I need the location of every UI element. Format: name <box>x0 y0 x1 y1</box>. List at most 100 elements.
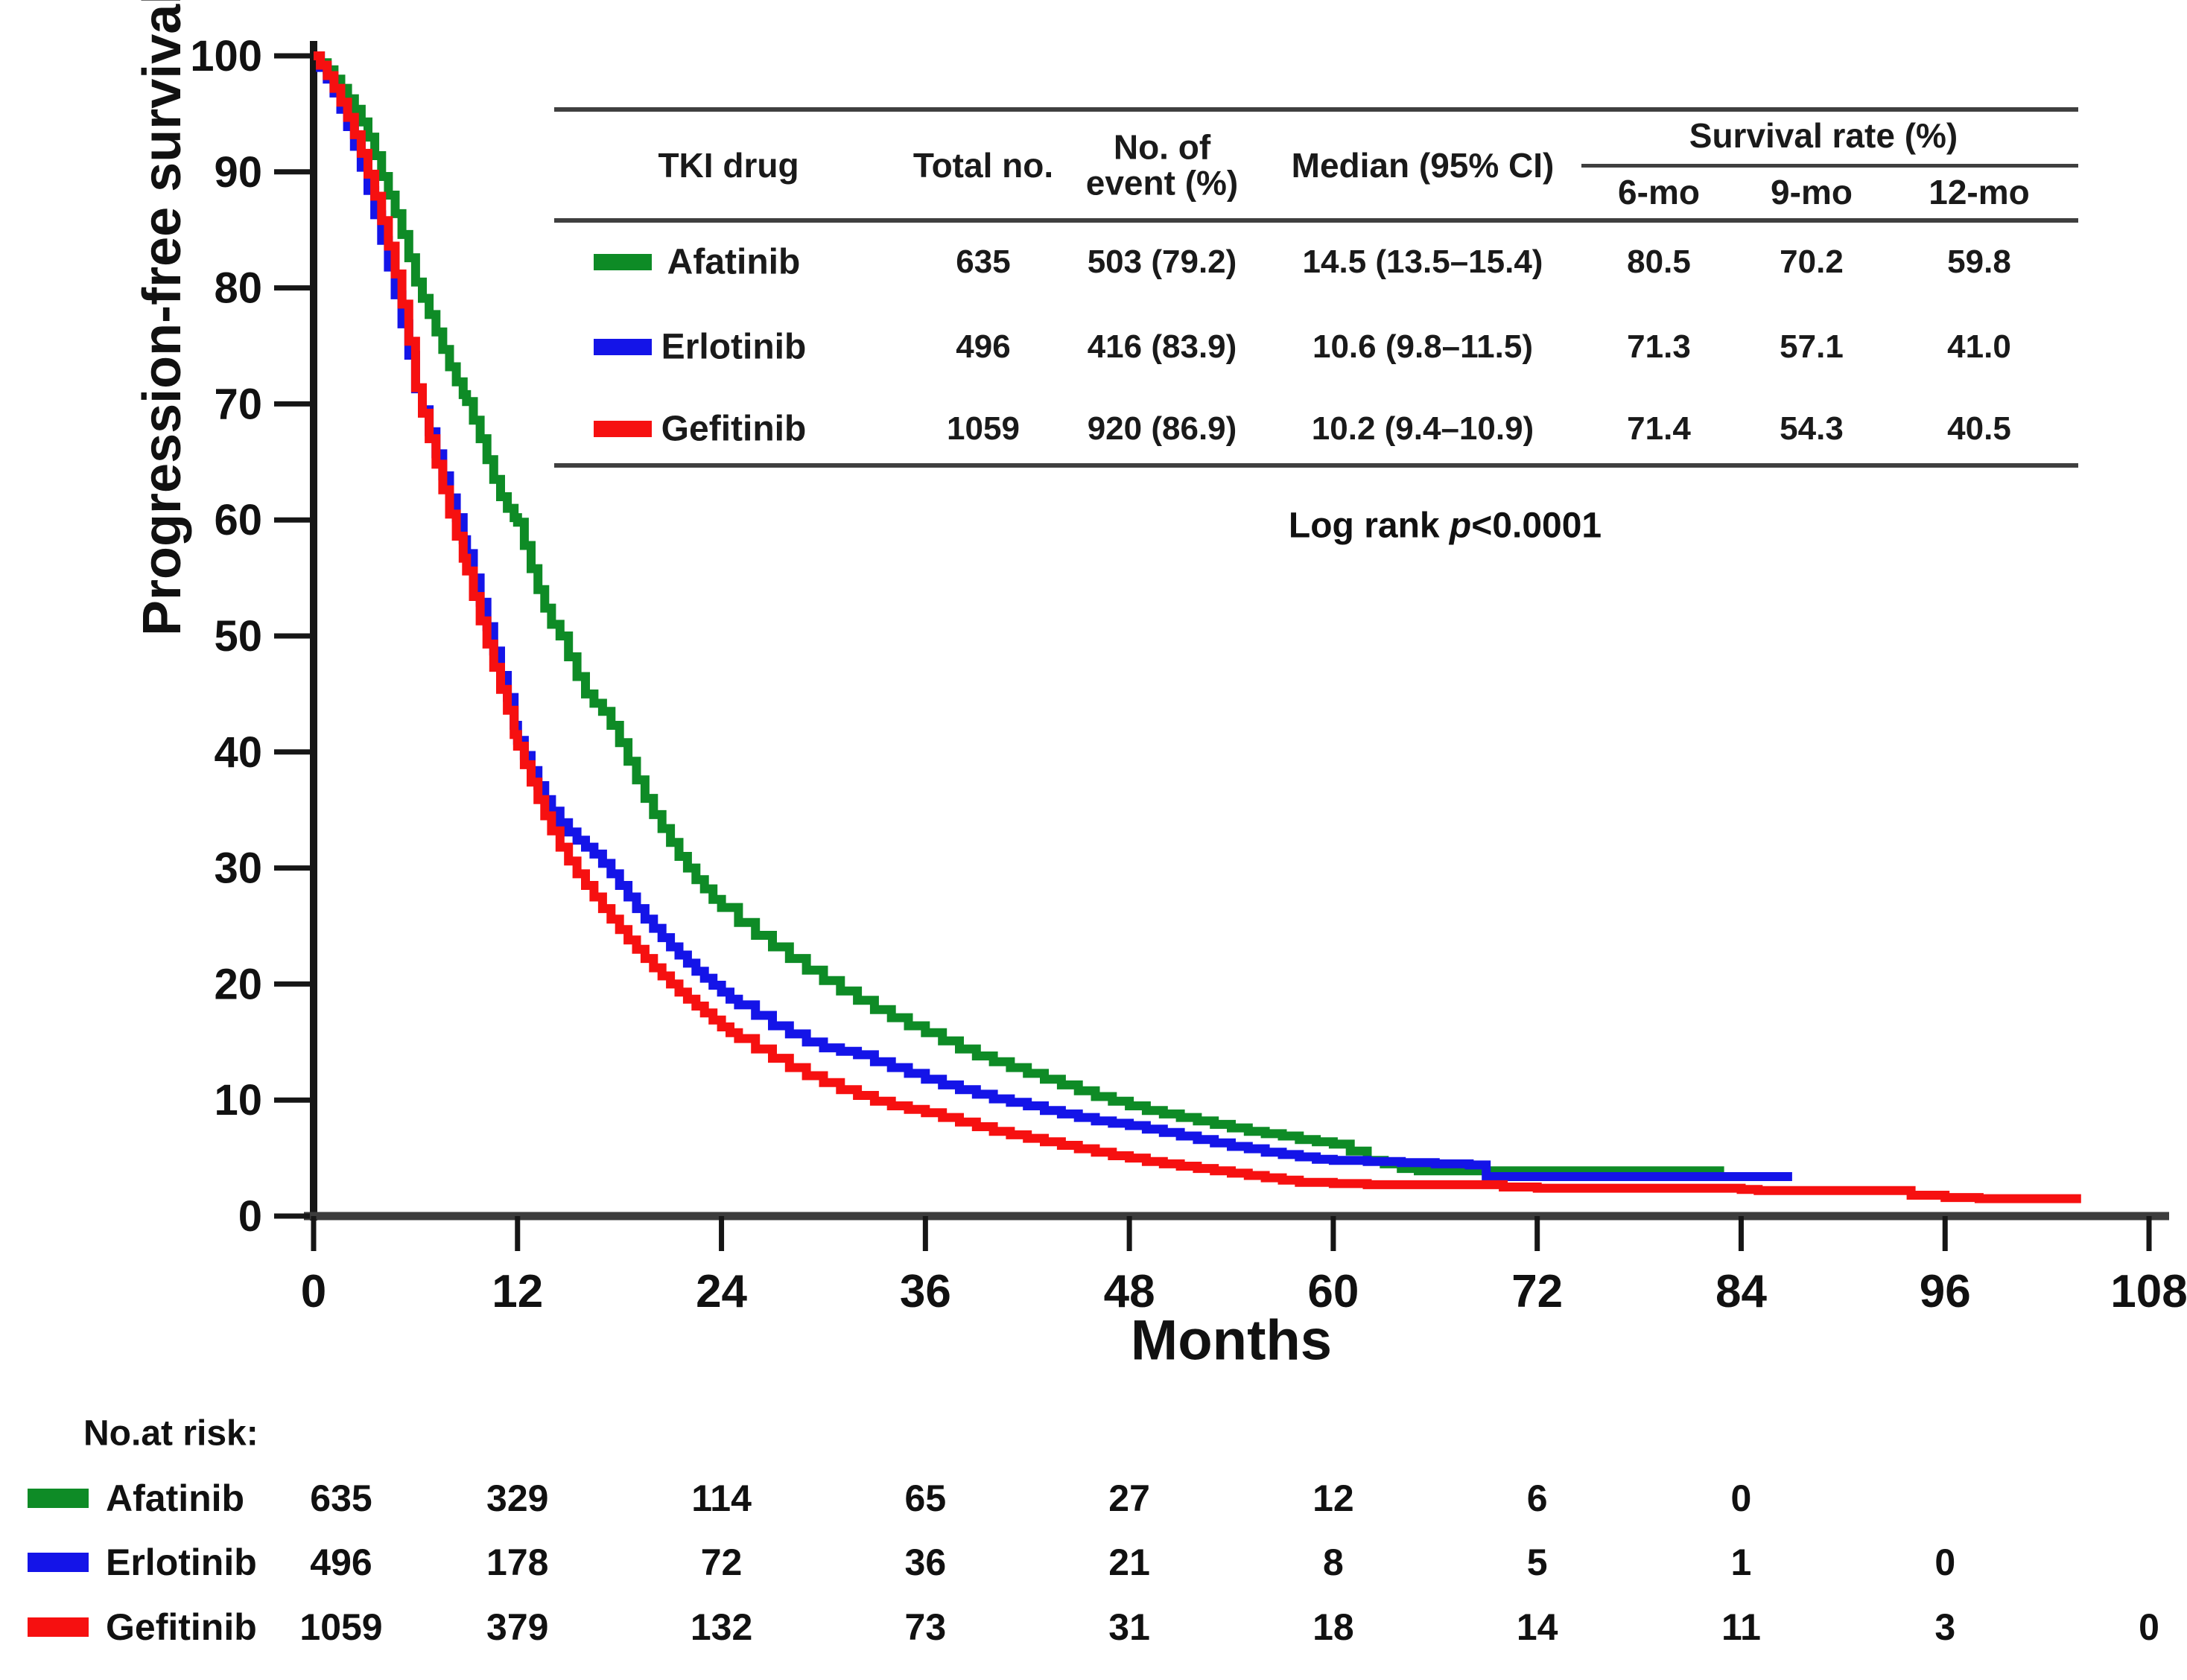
km-curve-erlotinib <box>314 51 1792 1181</box>
risk-count: 0 <box>2139 1606 2159 1648</box>
risk-count: 1059 <box>299 1606 383 1648</box>
risk-count: 73 <box>904 1606 947 1648</box>
erlotinib-risk-swatch <box>28 1553 89 1572</box>
survival-12mo: 41.0 <box>1947 328 2011 365</box>
afatinib-risk-swatch <box>28 1489 89 1508</box>
risk-count: 21 <box>1108 1541 1150 1583</box>
risk-count: 5 <box>1526 1541 1548 1583</box>
x-tick-label: 72 <box>1511 1266 1563 1317</box>
risk-count: 329 <box>486 1477 549 1519</box>
survival-6mo: 71.3 <box>1627 328 1691 365</box>
risk-row-name: Erlotinib <box>106 1541 257 1583</box>
col-header-total-no: Total no. <box>912 145 1054 185</box>
km-curve-afatinib <box>314 51 1724 1176</box>
risk-count: 379 <box>486 1606 549 1648</box>
no-of-event-line2: event (%) <box>1085 164 1239 203</box>
risk-count: 18 <box>1312 1606 1354 1648</box>
x-tick-label: 12 <box>492 1266 543 1317</box>
drug-name: Afatinib <box>667 242 801 282</box>
risk-count: 635 <box>310 1477 372 1519</box>
drug-name: Gefitinib <box>661 409 807 449</box>
survival-6mo: 80.5 <box>1627 244 1691 280</box>
y-tick-label: 70 <box>214 380 262 428</box>
total-no: 496 <box>956 328 1011 365</box>
risk-count: 14 <box>1516 1606 1558 1648</box>
x-tick-label: 0 <box>301 1266 326 1317</box>
risk-count: 11 <box>1721 1606 1761 1648</box>
x-tick-label: 108 <box>2110 1266 2187 1317</box>
x-tick-label: 48 <box>1104 1266 1155 1317</box>
y-tick-label: 30 <box>214 844 262 893</box>
risk-count: 36 <box>904 1541 947 1583</box>
risk-count: 1 <box>1730 1541 1752 1583</box>
y-tick-label: 10 <box>214 1076 262 1124</box>
y-tick-label: 90 <box>214 148 262 197</box>
risk-count: 31 <box>1108 1606 1150 1648</box>
x-tick-label: 60 <box>1307 1266 1359 1317</box>
afatinib-legend-swatch <box>594 254 652 270</box>
total-no: 635 <box>956 244 1011 280</box>
survival-9mo: 54.3 <box>1780 410 1844 447</box>
x-tick-label: 36 <box>900 1266 951 1317</box>
x-tick-label: 84 <box>1715 1266 1767 1317</box>
risk-count: 178 <box>486 1541 549 1583</box>
col-header-tki-drug: TKI drug <box>658 145 799 185</box>
y-tick-label: 50 <box>214 612 262 661</box>
median-ci: 10.2 (9.4–10.9) <box>1311 410 1534 447</box>
risk-count: 496 <box>310 1541 372 1583</box>
risk-row-name: Afatinib <box>106 1477 245 1519</box>
log-rank-prefix: Log rank <box>1288 506 1450 546</box>
risk-row-afatinib: Afatinib 635 329 114 65 27 12 6 0 <box>0 1469 2187 1528</box>
no-of-event: 416 (83.9) <box>1087 328 1237 365</box>
col-header-12mo: 12-mo <box>1929 172 2030 211</box>
no-of-event: 503 (79.2) <box>1087 244 1237 280</box>
risk-table-label: No.at risk: <box>83 1413 258 1454</box>
log-rank-annotation: Log rank p<0.0001 <box>1289 506 1602 547</box>
gefitinib-legend-swatch <box>594 421 652 437</box>
y-tick-label: 80 <box>214 264 262 313</box>
risk-count: 27 <box>1108 1477 1150 1519</box>
x-axis-title: Months <box>1130 1308 1333 1372</box>
x-tick-label: 96 <box>1920 1266 1971 1317</box>
survival-rate-underline <box>1581 164 2078 168</box>
erlotinib-legend-swatch <box>594 339 652 355</box>
total-no: 1059 <box>947 410 1020 447</box>
log-rank-value: <0.0001 <box>1471 506 1602 546</box>
risk-count: 114 <box>691 1477 752 1519</box>
risk-count: 3 <box>1934 1606 1956 1648</box>
risk-count: 8 <box>1322 1541 1344 1583</box>
col-header-6mo: 6-mo <box>1618 172 1700 211</box>
risk-count: 12 <box>1312 1477 1354 1519</box>
risk-count: 6 <box>1526 1477 1548 1519</box>
col-header-median: Median (95% CI) <box>1291 145 1555 185</box>
risk-row-name: Gefitinib <box>106 1606 257 1648</box>
risk-count: 0 <box>1730 1477 1752 1519</box>
survival-6mo: 71.4 <box>1627 410 1691 447</box>
inset-table-header-separator <box>554 218 2078 223</box>
y-tick-label: 60 <box>214 496 262 544</box>
no-of-event-line1: No. of <box>1113 127 1211 167</box>
risk-count: 0 <box>1934 1541 1956 1583</box>
median-ci: 14.5 (13.5–15.4) <box>1302 244 1543 280</box>
survival-12mo: 40.5 <box>1947 410 2011 447</box>
y-tick-label: 100 <box>190 32 262 80</box>
risk-row-erlotinib: Erlotinib 496 178 72 36 21 8 5 1 0 <box>0 1533 2187 1592</box>
risk-row-gefitinib: Gefitinib 1059 379 132 73 31 18 14 11 3 0 <box>0 1597 2187 1657</box>
y-tick-label: 0 <box>238 1192 262 1241</box>
inset-table-top-border <box>554 107 2078 112</box>
survival-9mo: 70.2 <box>1780 244 1844 280</box>
gefitinib-risk-swatch <box>28 1617 89 1637</box>
col-header-9mo: 9-mo <box>1771 172 1853 211</box>
survival-12mo: 59.8 <box>1947 244 2011 280</box>
log-rank-p: p <box>1449 506 1472 546</box>
survival-9mo: 57.1 <box>1780 328 1844 365</box>
col-header-no-of-event: No. of event (%) <box>1085 127 1239 203</box>
col-header-survival-rate: Survival rate (%) <box>1689 115 1958 155</box>
km-curve-gefitinib <box>314 51 2081 1203</box>
no-of-event: 920 (86.9) <box>1087 410 1237 447</box>
y-tick-label: 20 <box>214 960 262 1008</box>
median-ci: 10.6 (9.8–11.5) <box>1312 328 1534 365</box>
x-tick-label: 24 <box>696 1266 747 1317</box>
